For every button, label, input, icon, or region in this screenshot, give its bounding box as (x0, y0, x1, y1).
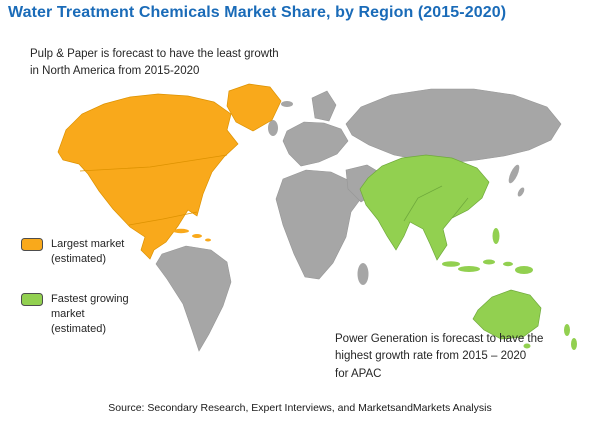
legend-swatch-fastest-icon (21, 293, 43, 306)
region-africa (275, 169, 363, 280)
region-british-isles (268, 101, 293, 136)
legend-label-largest: Largest market (estimated) (51, 238, 125, 265)
region-indonesia (442, 259, 513, 272)
annotation-north-america: Pulp & Paper is forecast to have the lea… (30, 48, 279, 78)
country-borders-north-america (79, 154, 228, 226)
region-papua-new-guinea (515, 266, 533, 274)
country-borders-apac (403, 185, 469, 222)
legend-swatch-largest-icon (21, 238, 43, 251)
region-madagascar (357, 263, 369, 285)
region-philippines (492, 228, 500, 244)
region-greenland (226, 83, 282, 132)
world-map (57, 83, 577, 352)
source-line: Source: Secondary Research, Expert Inter… (108, 402, 492, 414)
region-apac-mainland (359, 154, 490, 261)
region-russia-north-asia (345, 88, 562, 164)
region-new-zealand (523, 324, 577, 350)
page-title: Water Treatment Chemicals Market Share, … (8, 4, 507, 21)
annotation-apac: Power Generation is forecast to have the… (335, 333, 544, 380)
legend-item-fastest: Fastest growing market (estimated) (21, 292, 129, 337)
region-south-america (155, 245, 232, 352)
legend-label-fastest: Fastest growing market (estimated) (51, 293, 129, 335)
region-scandinavia (311, 90, 337, 122)
region-north-america (57, 93, 239, 260)
legend-item-largest: Largest market (estimated) (21, 237, 124, 267)
region-australia (472, 289, 542, 340)
region-japan (508, 164, 525, 197)
region-europe (282, 121, 349, 167)
region-caribbean (173, 228, 211, 242)
